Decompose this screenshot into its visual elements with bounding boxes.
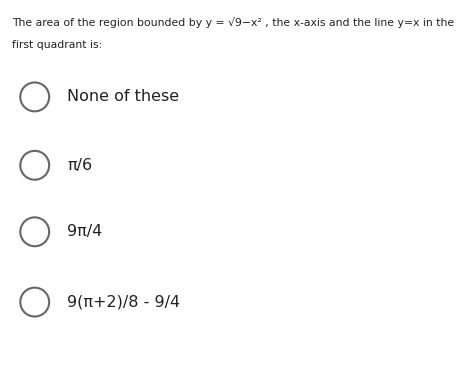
- Text: first quadrant is:: first quadrant is:: [12, 40, 102, 50]
- Text: π/6: π/6: [67, 158, 92, 173]
- Text: 9π/4: 9π/4: [67, 224, 102, 239]
- Text: 9(π+2)/8 - 9/4: 9(π+2)/8 - 9/4: [67, 294, 180, 310]
- Text: The area of the region bounded by y = √9−x² , the x-axis and the line y=x in the: The area of the region bounded by y = √9…: [12, 17, 454, 28]
- Text: None of these: None of these: [67, 89, 179, 105]
